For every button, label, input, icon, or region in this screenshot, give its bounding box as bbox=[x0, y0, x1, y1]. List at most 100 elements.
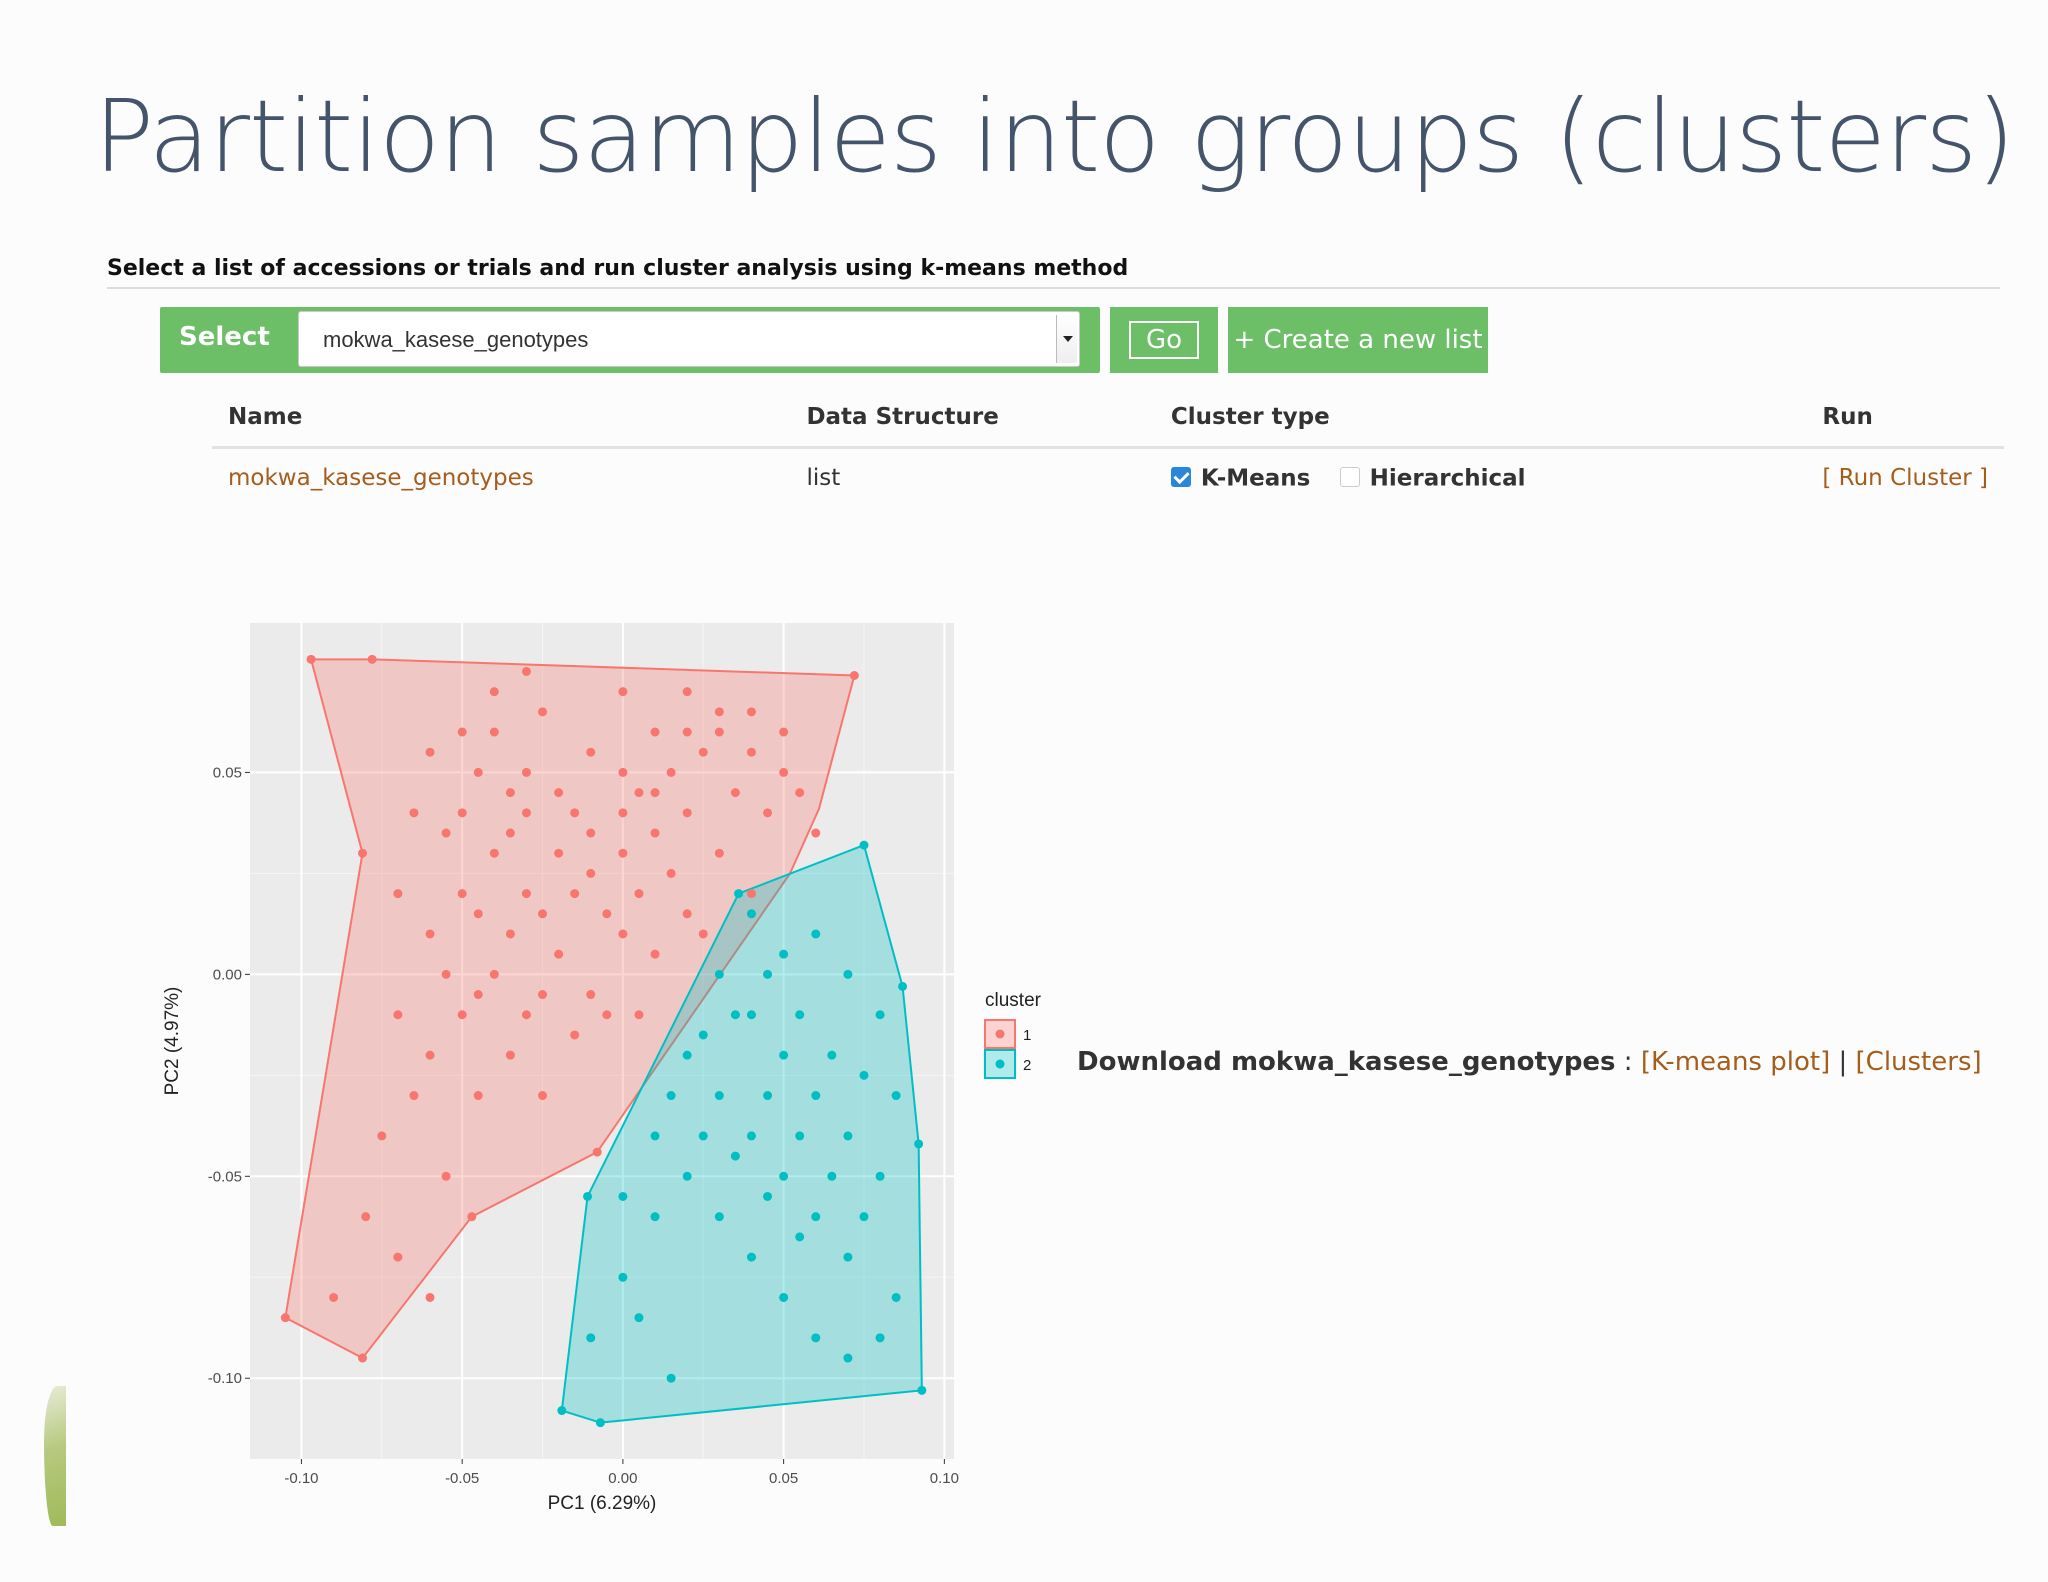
cluster-1-point bbox=[666, 868, 676, 878]
cluster-2-point bbox=[595, 1418, 605, 1428]
cluster-2-point bbox=[763, 1091, 773, 1101]
cluster-1-point bbox=[570, 889, 580, 899]
cluster-2-point bbox=[666, 1091, 676, 1101]
kmeans-label: K-Means bbox=[1200, 465, 1311, 492]
cluster-2-point bbox=[650, 1131, 660, 1141]
cluster-2-point bbox=[698, 1030, 708, 1040]
header-cluster-type: Cluster type bbox=[1154, 398, 1807, 449]
cluster-1-point bbox=[650, 828, 660, 838]
decorative-leaf-shape bbox=[44, 1386, 66, 1526]
cluster-2-point bbox=[859, 840, 869, 850]
cluster-2-point bbox=[730, 1151, 740, 1161]
cluster-1-point bbox=[377, 1131, 387, 1141]
download-separator: | bbox=[1830, 1047, 1856, 1077]
cluster-1-point bbox=[554, 949, 564, 959]
cluster-1-point bbox=[602, 909, 612, 919]
x-tick-label: -0.10 bbox=[284, 1470, 318, 1487]
cluster-1-point bbox=[618, 808, 628, 818]
cluster-2-point bbox=[827, 1171, 837, 1181]
cluster-2-point bbox=[891, 1292, 901, 1302]
cluster-1-point bbox=[714, 848, 724, 858]
cluster-1-point bbox=[779, 727, 789, 737]
cluster-1-point bbox=[280, 1313, 290, 1323]
cluster-1-point bbox=[586, 868, 596, 878]
cluster-2-point bbox=[746, 1010, 756, 1020]
cluster-1-point bbox=[409, 1091, 419, 1101]
cluster-1-point bbox=[570, 808, 580, 818]
y-tick-label: -0.05 bbox=[208, 1168, 242, 1185]
cluster-1-point bbox=[538, 909, 548, 919]
run-cluster-link[interactable]: [ Run Cluster ] bbox=[1822, 465, 1988, 492]
cluster-1-point bbox=[714, 727, 724, 737]
cluster-2-point bbox=[875, 1171, 885, 1181]
cluster-2-point bbox=[811, 929, 821, 939]
cluster-1-point bbox=[393, 1010, 403, 1020]
data-structure-cell: list bbox=[806, 465, 841, 492]
cluster-1-point bbox=[361, 1212, 371, 1222]
y-tick-label: -0.10 bbox=[208, 1370, 242, 1387]
cluster-2-point bbox=[730, 1010, 740, 1020]
cluster-2-point bbox=[746, 909, 756, 919]
table-header-row: Name Data Structure Cluster type Run bbox=[212, 398, 2004, 449]
cluster-2-point bbox=[811, 1091, 821, 1101]
cluster-1-point bbox=[746, 707, 756, 717]
cluster-1-point bbox=[634, 788, 644, 798]
list-name-link[interactable]: mokwa_kasese_genotypes bbox=[228, 465, 534, 492]
cluster-2-point bbox=[795, 1131, 805, 1141]
download-line: Download mokwa_kasese_genotypes : [K-mea… bbox=[1077, 1047, 1982, 1077]
cluster-2-point bbox=[682, 1171, 692, 1181]
cluster-1-point bbox=[457, 808, 467, 818]
hierarchical-checkbox[interactable] bbox=[1339, 466, 1360, 487]
cluster-1-point bbox=[714, 707, 724, 717]
x-tick-label: 0.10 bbox=[930, 1470, 959, 1487]
cluster-2-point bbox=[795, 1232, 805, 1242]
cluster-2-point bbox=[763, 1191, 773, 1201]
cluster-1-point bbox=[473, 990, 483, 1000]
cluster-1-point bbox=[682, 727, 692, 737]
legend-label-2: 2 bbox=[1023, 1057, 1031, 1074]
cluster-2-point bbox=[746, 1252, 756, 1262]
slide-title: Partition samples into groups (clusters) bbox=[93, 78, 2015, 195]
cluster-1-point bbox=[650, 727, 660, 737]
cluster-1-point bbox=[473, 767, 483, 777]
cluster-2-point bbox=[795, 1010, 805, 1020]
cluster-1-point bbox=[505, 1050, 515, 1060]
create-new-list-button[interactable]: + Create a new list bbox=[1228, 307, 1488, 373]
cluster-2-point bbox=[682, 1050, 692, 1060]
dropdown-arrow-icon[interactable] bbox=[1056, 315, 1077, 363]
cluster-1-point bbox=[467, 1212, 477, 1222]
cluster-1-point bbox=[505, 788, 515, 798]
cluster-1-point bbox=[393, 889, 403, 899]
cluster-1-point bbox=[441, 828, 451, 838]
cluster-1-point bbox=[618, 848, 628, 858]
clusters-link[interactable]: [Clusters] bbox=[1855, 1047, 1982, 1077]
cluster-1-point bbox=[358, 1353, 368, 1363]
cluster-1-point bbox=[489, 687, 499, 697]
cluster-1-point bbox=[489, 969, 499, 979]
x-tick-label: 0.00 bbox=[608, 1470, 637, 1487]
y-axis-label: PC2 (4.97%) bbox=[162, 987, 183, 1096]
cluster-1-point bbox=[634, 1010, 644, 1020]
header-name: Name bbox=[212, 398, 791, 449]
go-button[interactable]: Go bbox=[1110, 307, 1218, 373]
cluster-2-point bbox=[779, 1171, 789, 1181]
cluster-2-point bbox=[666, 1373, 676, 1383]
cluster-1-point bbox=[586, 990, 596, 1000]
hierarchical-label: Hierarchical bbox=[1369, 465, 1526, 492]
cluster-2-point bbox=[779, 1292, 789, 1302]
list-table: Name Data Structure Cluster type Run mok… bbox=[212, 398, 2004, 508]
kmeans-checkbox[interactable] bbox=[1170, 466, 1191, 487]
cluster-1-point bbox=[505, 828, 515, 838]
download-colon: : bbox=[1615, 1047, 1641, 1077]
y-tick-label: 0.05 bbox=[213, 764, 242, 781]
table-row: mokwa_kasese_genotypes list K-Means Hier… bbox=[212, 448, 2004, 508]
cluster-1-point bbox=[746, 747, 756, 757]
list-dropdown[interactable]: mokwa_kasese_genotypes bbox=[298, 311, 1080, 367]
cluster-1-point bbox=[586, 747, 596, 757]
kmeans-plot-link[interactable]: [K-means plot] bbox=[1640, 1047, 1831, 1077]
cluster-2-point bbox=[650, 1212, 660, 1222]
cluster-2-point bbox=[779, 1050, 789, 1060]
cluster-2-point bbox=[914, 1139, 924, 1149]
cluster-1-point bbox=[650, 949, 660, 959]
x-tick-label: 0.05 bbox=[769, 1470, 798, 1487]
